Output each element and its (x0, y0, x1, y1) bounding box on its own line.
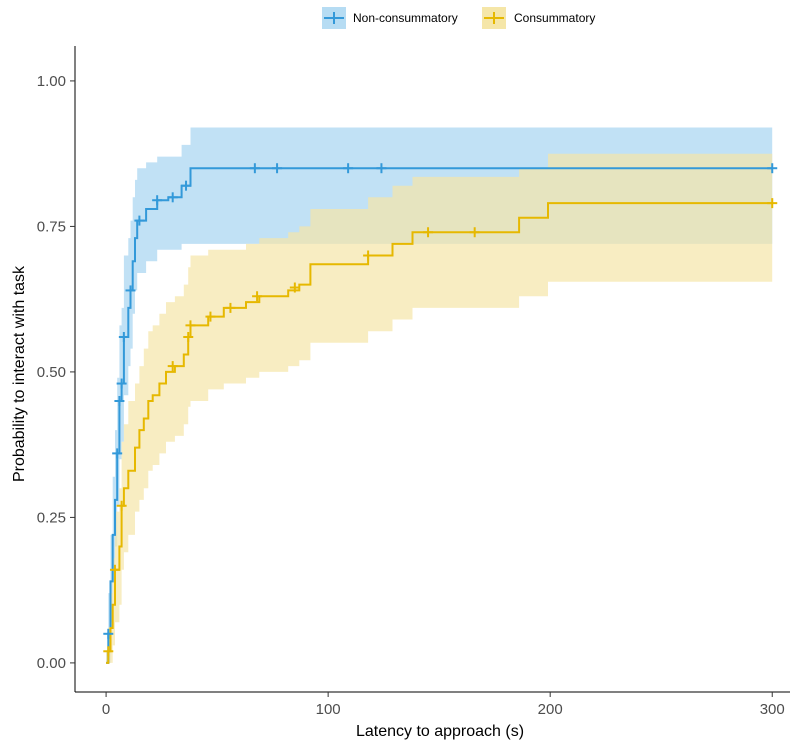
censor-mark-consummatory (185, 320, 196, 331)
censor-mark-non-consummatory (767, 163, 778, 174)
y-axis-title: Probability to interact with task (11, 265, 28, 482)
censor-mark-consummatory (469, 227, 480, 238)
tick-labels: 0 100 200 300 0.00 0.25 0.50 0.75 1.00 (37, 73, 785, 718)
censor-mark-consummatory (167, 361, 178, 372)
censor-mark-consummatory (767, 198, 778, 209)
confidence-band-consummatory (106, 153, 773, 663)
censor-mark-consummatory (225, 302, 236, 313)
y-tick-label: 0.75 (37, 218, 66, 235)
censor-marks (103, 163, 778, 657)
censor-mark-non-consummatory (118, 331, 129, 342)
y-tick-label: 0.00 (37, 655, 66, 672)
y-tick-label: 1.00 (37, 73, 66, 90)
survival-curves (106, 167, 773, 664)
legend: Non-consummatory Consummatory (322, 7, 595, 29)
censor-mark-consummatory (423, 227, 434, 238)
survival-curve-consummatory (106, 202, 773, 664)
censor-mark-consummatory (109, 564, 120, 575)
censor-mark-consummatory (363, 250, 374, 261)
censor-mark-non-consummatory (167, 192, 178, 203)
censor-mark-non-consummatory (134, 215, 145, 226)
x-tick-label: 200 (538, 701, 563, 718)
censor-mark-non-consummatory (125, 285, 136, 296)
censor-mark-non-consummatory (103, 628, 114, 639)
censor-mark-non-consummatory (116, 378, 127, 389)
censor-mark-non-consummatory (249, 163, 260, 174)
survival-curve-non-consummatory (106, 167, 773, 664)
censor-mark-non-consummatory (112, 448, 123, 459)
censor-mark-non-consummatory (114, 396, 125, 407)
censor-mark-consummatory (116, 500, 127, 511)
censor-mark-consummatory (103, 646, 114, 657)
y-tick-label: 0.25 (37, 509, 66, 526)
legend-label-consummatory: Consummatory (514, 11, 595, 25)
legend-label-non-consummatory: Non-consummatory (353, 11, 458, 25)
censor-mark-non-consummatory (272, 163, 283, 174)
censor-mark-non-consummatory (181, 180, 192, 191)
censor-mark-consummatory (205, 311, 216, 322)
censor-mark-non-consummatory (152, 195, 163, 206)
censor-mark-consummatory (183, 331, 194, 342)
axes (70, 46, 790, 697)
censor-mark-consummatory (252, 291, 263, 302)
y-tick-label: 0.50 (37, 364, 66, 381)
censor-mark-non-consummatory (343, 163, 354, 174)
censor-mark-consummatory (289, 282, 300, 293)
confidence-bands (106, 127, 773, 663)
x-tick-label: 100 (316, 701, 341, 718)
x-axis-title: Latency to approach (s) (356, 723, 524, 740)
x-tick-label: 0 (102, 701, 110, 718)
censor-mark-non-consummatory (376, 163, 387, 174)
x-tick-label: 300 (760, 701, 785, 718)
